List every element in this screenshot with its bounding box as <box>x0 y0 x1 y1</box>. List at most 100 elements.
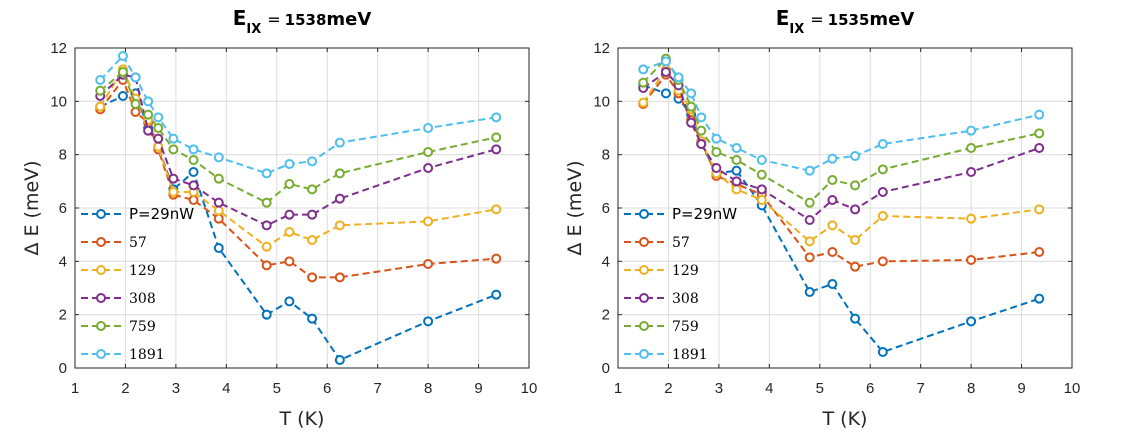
data-point <box>423 216 434 227</box>
legend-marker <box>639 237 649 247</box>
legend-item: 1891 <box>81 347 165 363</box>
data-point <box>1034 128 1045 139</box>
data-point <box>686 101 697 112</box>
legend-marker <box>639 265 649 275</box>
data-point <box>334 168 345 179</box>
data-point <box>731 155 742 165</box>
legend-label: 57 <box>129 235 147 251</box>
legend-label: 57 <box>672 235 690 251</box>
x-tick-label: 5 <box>816 380 824 397</box>
data-point <box>284 296 295 307</box>
legend-marker <box>96 349 106 359</box>
data-point <box>804 197 815 208</box>
y-tick-label: 6 <box>59 200 67 217</box>
data-point <box>491 132 502 143</box>
title-unit: meV <box>326 9 371 30</box>
x-tick-label: 5 <box>273 380 281 397</box>
data-point <box>966 143 977 153</box>
data-point <box>877 211 888 221</box>
data-point <box>827 279 838 289</box>
data-point <box>711 147 722 157</box>
data-point <box>117 51 128 61</box>
data-point <box>1034 109 1045 120</box>
data-point <box>638 97 649 108</box>
x-tick-label: 8 <box>424 380 432 397</box>
data-point <box>261 168 272 179</box>
data-point <box>804 287 815 297</box>
data-point <box>731 165 742 176</box>
data-point <box>261 220 272 231</box>
title-value: 1538 <box>285 11 327 29</box>
x-tick-label: 2 <box>121 380 129 397</box>
data-point <box>95 101 106 112</box>
data-point <box>1034 204 1045 215</box>
data-point <box>284 159 295 169</box>
data-point <box>731 184 742 195</box>
data-point <box>168 144 179 155</box>
series-4 <box>95 69 502 231</box>
data-point <box>334 272 345 283</box>
data-point <box>686 88 697 99</box>
data-point <box>168 173 179 184</box>
data-point <box>307 184 318 195</box>
title-symbol: E <box>233 6 247 30</box>
data-point <box>731 176 742 187</box>
data-point <box>153 141 164 152</box>
x-tick-label: 10 <box>521 380 538 397</box>
legend-label: 308 <box>672 291 699 307</box>
x-tick-label: 6 <box>323 380 331 397</box>
data-point <box>261 197 272 208</box>
data-point <box>756 195 767 205</box>
data-point <box>168 133 179 144</box>
x-tick-label: 3 <box>172 380 180 397</box>
y-tick-label: 2 <box>602 307 610 324</box>
data-point <box>696 125 707 136</box>
data-point <box>284 227 295 237</box>
chart-title: EIX = 1538meV <box>233 6 372 37</box>
data-point <box>638 77 649 88</box>
legend-item: 57 <box>624 235 690 251</box>
x-tick-label: 7 <box>373 380 381 397</box>
data-point <box>711 163 722 173</box>
data-point <box>491 112 502 123</box>
data-point <box>423 259 434 269</box>
legend-label: 308 <box>129 291 156 307</box>
data-point <box>213 197 224 208</box>
data-point <box>261 241 272 252</box>
data-point <box>307 235 318 245</box>
data-point <box>877 256 888 267</box>
chart-title: EIX = 1535meV <box>776 6 915 37</box>
data-point <box>143 125 154 136</box>
legend-label: 1891 <box>672 347 708 363</box>
data-point <box>307 209 318 220</box>
title-unit: meV <box>869 9 914 30</box>
data-point <box>491 204 502 215</box>
data-point <box>334 137 345 148</box>
data-point <box>188 180 199 191</box>
data-point <box>850 235 861 245</box>
data-point <box>130 99 141 109</box>
series-line <box>99 73 497 227</box>
data-point <box>213 205 224 216</box>
data-point <box>117 67 128 77</box>
y-tick-label: 8 <box>602 147 610 164</box>
data-point <box>686 117 697 128</box>
data-point <box>1034 247 1045 257</box>
data-point <box>188 155 199 165</box>
y-axis-label: Δ E (meV) <box>564 160 586 255</box>
data-point <box>966 213 977 224</box>
data-point <box>423 147 434 157</box>
data-point <box>877 164 888 175</box>
data-point <box>261 309 272 320</box>
x-tick-label: 4 <box>222 380 230 397</box>
data-point <box>696 112 707 123</box>
x-tick-label: 3 <box>715 380 723 397</box>
data-point <box>143 96 154 107</box>
series-5 <box>638 53 1045 208</box>
data-point <box>284 179 295 189</box>
series-line <box>642 84 1040 354</box>
data-point <box>850 261 861 272</box>
data-point <box>423 163 434 173</box>
legend-item: P=29nW <box>81 205 194 223</box>
